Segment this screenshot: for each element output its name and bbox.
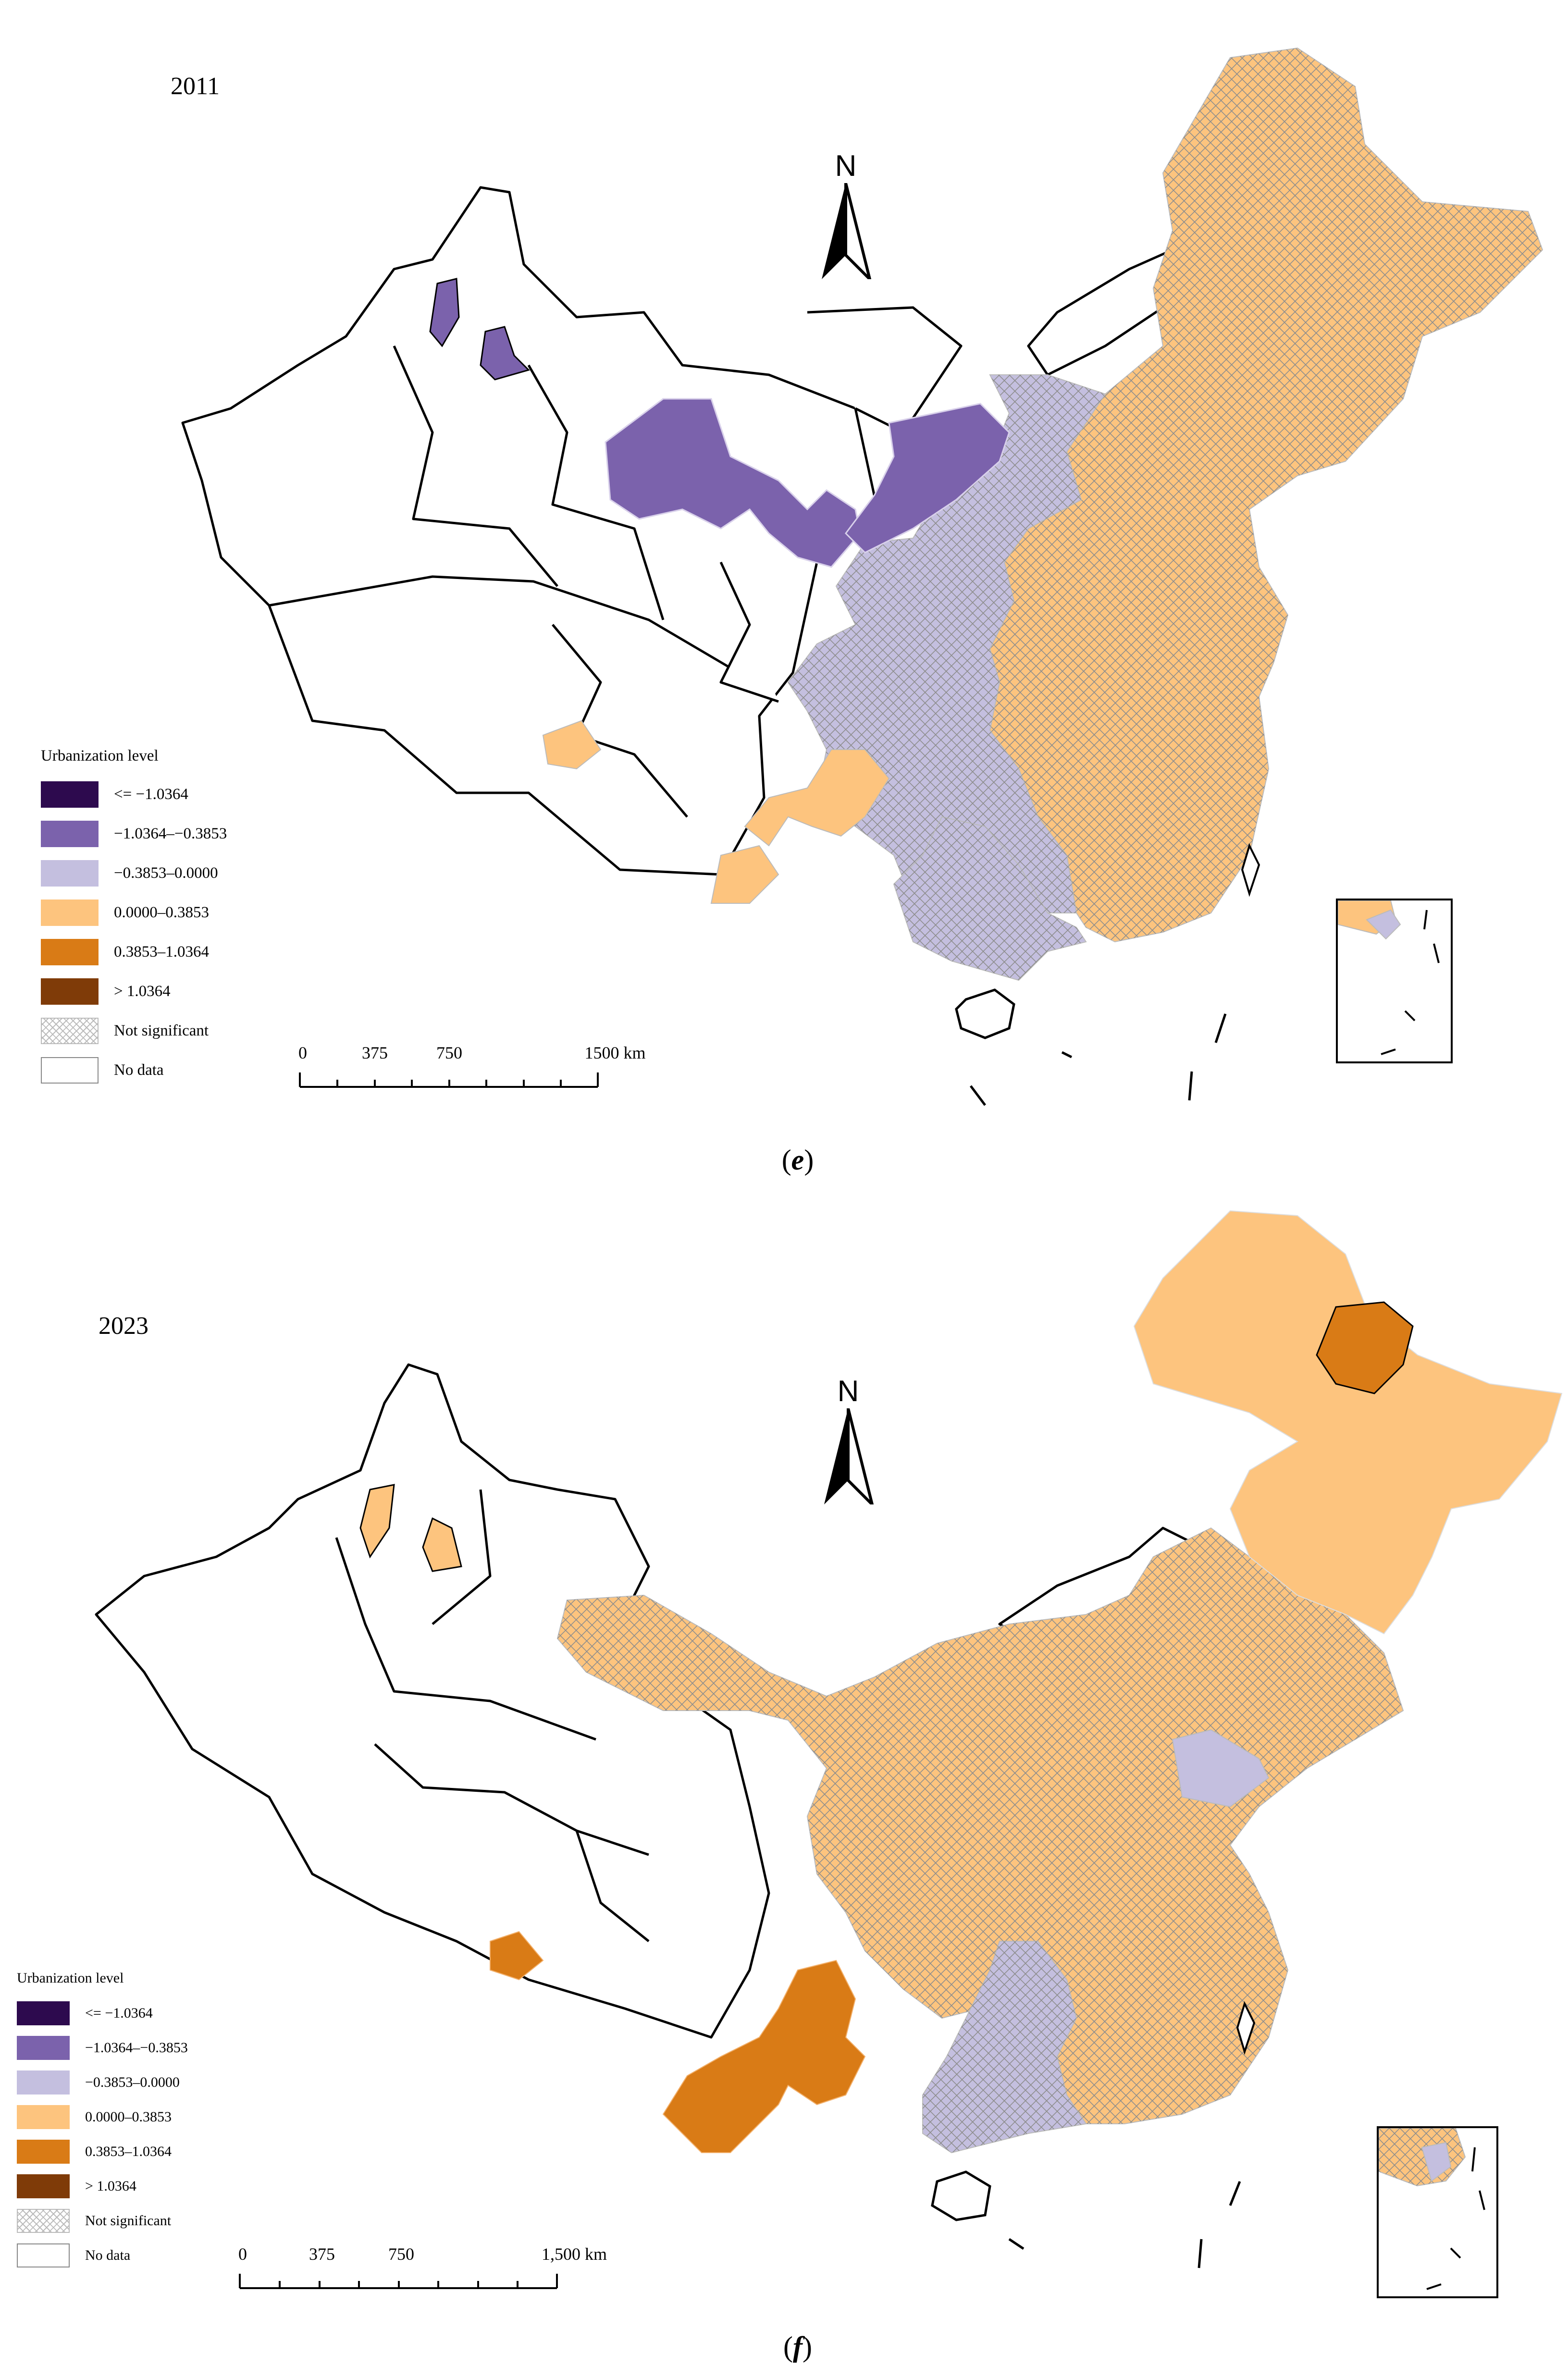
swatch bbox=[41, 899, 99, 926]
panel-2011: 2011 N Urbanization level <= −1.0364 −1.… bbox=[41, 47, 1543, 1176]
north-arrow-icon bbox=[822, 183, 873, 284]
taiwan-2011 bbox=[1241, 843, 1260, 897]
map-2023 bbox=[95, 1210, 1563, 2268]
legend-item: > 1.0364 bbox=[41, 972, 227, 1011]
region-southwest-patches-2011 bbox=[542, 720, 890, 904]
swatch bbox=[41, 820, 99, 847]
north-arrow: N bbox=[817, 149, 875, 284]
legend-item: Not significant bbox=[17, 2204, 188, 2238]
nine-dash-line-2011 bbox=[970, 1013, 1227, 1106]
region-northwest-purple-2011 bbox=[605, 398, 861, 568]
hatch-east-2011 bbox=[990, 48, 1543, 942]
scale-label: 1,500 km bbox=[541, 2244, 607, 2264]
north-letter: N bbox=[837, 1375, 859, 1408]
swatch bbox=[17, 2105, 70, 2129]
map-2011 bbox=[181, 47, 1543, 1106]
region-southwest-cluster-2023 bbox=[490, 1931, 866, 2153]
legend-2011: Urbanization level <= −1.0364 −1.0364–−0… bbox=[41, 747, 227, 1090]
legend-item: 0.0000–0.3853 bbox=[41, 893, 227, 932]
region-xinjiang-small-2023 bbox=[359, 1484, 462, 1572]
inset-map bbox=[1337, 900, 1440, 1055]
legend-item: > 1.0364 bbox=[17, 2169, 188, 2204]
scale-label: 0 bbox=[298, 1043, 307, 1062]
hainan-island-2023 bbox=[931, 2170, 991, 2221]
year-label: 2023 bbox=[99, 1312, 148, 1340]
legend-item: No data bbox=[17, 2238, 188, 2273]
legend-item: 0.0000–0.3853 bbox=[17, 2100, 188, 2134]
swatch bbox=[41, 1017, 99, 1044]
scale-bar-line bbox=[239, 2274, 558, 2289]
legend-item: No data bbox=[41, 1050, 227, 1090]
panel-2023: 2023 N Urbanization level <= −1.0364 −1.… bbox=[0, 1192, 1568, 2378]
year-label: 2011 bbox=[171, 73, 220, 100]
region-inner-mongolia-purple-2011 bbox=[845, 403, 1010, 554]
region-xinjiang-small-purple-2011 bbox=[429, 278, 530, 381]
scale-label: 375 bbox=[362, 1043, 388, 1062]
scale-label: 1500 km bbox=[584, 1043, 646, 1062]
scale-bar-line bbox=[299, 1072, 599, 1088]
south-china-sea-inset-2011 bbox=[1336, 899, 1453, 1063]
swatch bbox=[17, 2209, 70, 2233]
scale-label: 0 bbox=[238, 2244, 247, 2264]
no-data-regions-2011 bbox=[181, 186, 1193, 876]
legend-item: −1.0364–−0.3853 bbox=[17, 2031, 188, 2065]
legend-item: −0.3853–0.0000 bbox=[41, 853, 227, 893]
swatch bbox=[17, 2036, 70, 2060]
swatch bbox=[41, 938, 99, 965]
legend-item: Not significant bbox=[41, 1011, 227, 1050]
legend-item: −1.0364–−0.3853 bbox=[41, 814, 227, 853]
region-shandong-2023 bbox=[1172, 1729, 1270, 1808]
legend-item: 0.3853–1.0364 bbox=[17, 2134, 188, 2169]
region-heilongjiang-core-2023 bbox=[1316, 1301, 1414, 1394]
nine-dash-line-2023 bbox=[1008, 2181, 1241, 2268]
panel-label: (e) bbox=[781, 1144, 814, 1176]
taiwan-2023 bbox=[1236, 2001, 1256, 2055]
legend-title: Urbanization level bbox=[41, 747, 159, 764]
swatch bbox=[17, 2243, 70, 2267]
hainan-island-2011 bbox=[955, 988, 1015, 1039]
legend-item: −0.3853–0.0000 bbox=[17, 2065, 188, 2100]
legend-title: Urbanization level bbox=[17, 1970, 124, 1986]
panel-label: (f) bbox=[783, 2331, 812, 2363]
legend-item: <= −1.0364 bbox=[17, 1996, 188, 2031]
legend-2023: Urbanization level <= −1.0364 −1.0364–−0… bbox=[17, 1970, 188, 2273]
north-arrow: N bbox=[819, 1374, 877, 1509]
swatch bbox=[17, 2174, 70, 2198]
swatch bbox=[17, 2001, 70, 2025]
swatch bbox=[17, 2070, 70, 2095]
scale-bar-2011: 0 375 750 1500 km bbox=[298, 1043, 646, 1096]
swatch bbox=[17, 2140, 70, 2164]
region-northeast-2023 bbox=[1133, 1210, 1563, 1635]
south-china-sea-inset-2023 bbox=[1377, 2126, 1498, 2298]
swatch bbox=[41, 978, 99, 1005]
inset-map bbox=[1378, 2128, 1485, 2290]
legend-item: 0.3853–1.0364 bbox=[41, 932, 227, 972]
north-arrow-icon bbox=[824, 1408, 875, 1509]
scale-bar-2023: 0 375 750 1,500 km bbox=[238, 2244, 622, 2297]
swatch bbox=[41, 1057, 99, 1084]
legend-item: <= −1.0364 bbox=[41, 775, 227, 814]
scale-label: 750 bbox=[388, 2244, 414, 2264]
scale-label: 375 bbox=[309, 2244, 335, 2264]
swatch bbox=[41, 860, 99, 887]
north-letter: N bbox=[835, 149, 857, 183]
scale-label: 750 bbox=[436, 1043, 462, 1062]
swatch bbox=[41, 781, 99, 808]
